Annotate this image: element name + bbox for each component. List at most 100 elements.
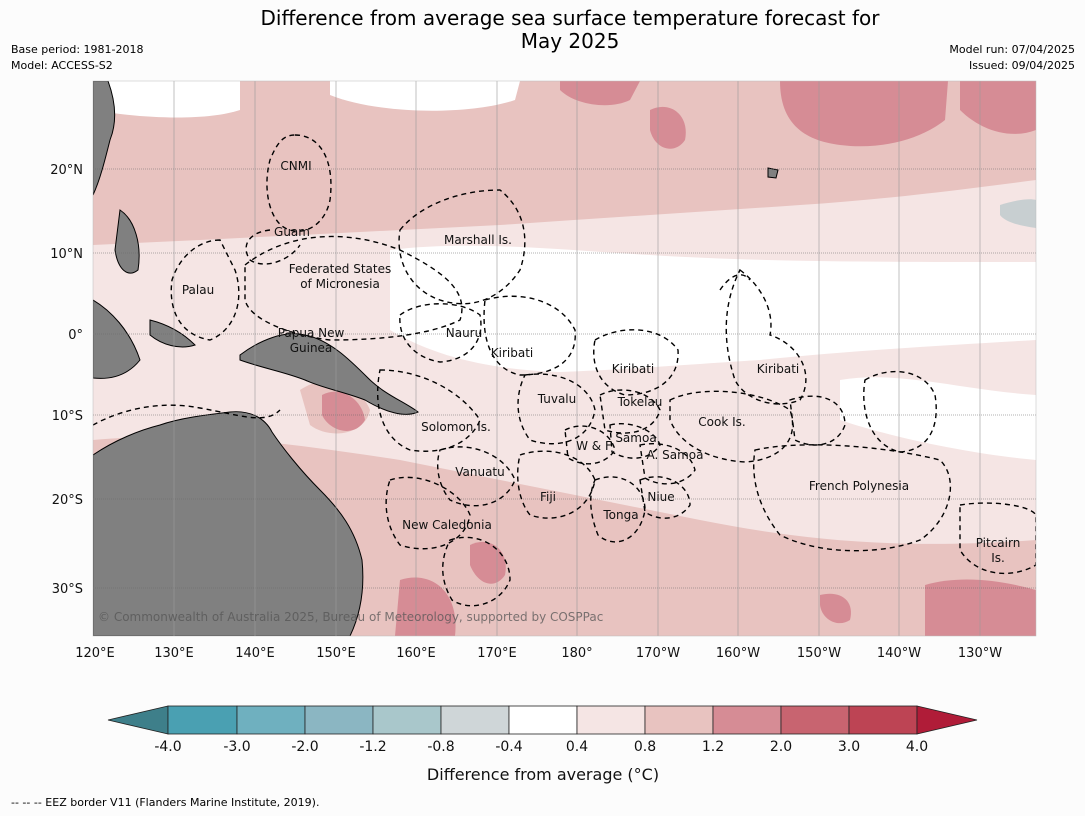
colorbar-arrow-right bbox=[916, 705, 978, 735]
map-title: Difference from average sea surface temp… bbox=[200, 7, 940, 53]
anomaly-north-hot-2 bbox=[960, 81, 1036, 134]
eez-marshall bbox=[398, 189, 526, 305]
eez-new-caledonia bbox=[385, 476, 471, 550]
lon-120e: 120°E bbox=[75, 646, 115, 661]
label-tokelau: Tokelau bbox=[617, 395, 663, 409]
philippines-landmass bbox=[93, 81, 116, 196]
map-area: © Commonwealth of Australia 2025, Bureau… bbox=[93, 81, 1036, 636]
label-fsm-1: Federated States bbox=[289, 262, 391, 276]
eez-niue bbox=[639, 476, 691, 519]
eez-american-samoa bbox=[639, 443, 696, 485]
eez-line-islands bbox=[719, 274, 751, 291]
title-line-1: Difference from average sea surface temp… bbox=[260, 6, 880, 30]
anomaly-north-hot-4 bbox=[560, 81, 640, 106]
lon-140e: 140°E bbox=[235, 646, 275, 661]
colorbar-arrow-left bbox=[107, 705, 169, 735]
eez-fiji bbox=[517, 450, 596, 519]
eez-wallis-futuna bbox=[564, 425, 616, 465]
label-cnmi: CNMI bbox=[280, 159, 311, 173]
label-kiribati-west: Kiribati bbox=[491, 346, 533, 360]
label-kiribati-central: Kiribati bbox=[612, 362, 654, 376]
anomaly-north-hot-1 bbox=[780, 81, 948, 147]
lon-130e: 130°E bbox=[154, 646, 194, 661]
lat-20n: 20°N bbox=[50, 163, 83, 178]
label-solomon: Solomon Is. bbox=[421, 420, 491, 434]
model-run: Model run: 07/04/2025 bbox=[949, 43, 1075, 56]
eez-borders bbox=[93, 134, 1036, 607]
label-samoa: Samoa bbox=[615, 431, 656, 445]
neutral-east bbox=[840, 377, 1036, 460]
label-tuvalu: Tuvalu bbox=[537, 392, 577, 406]
colorbar-swatch bbox=[780, 705, 850, 735]
lat-10s: 10°S bbox=[52, 409, 83, 424]
title-line-2: May 2025 bbox=[520, 29, 620, 53]
colorbar-tick: -3.0 bbox=[223, 739, 250, 755]
label-cook: Cook Is. bbox=[698, 415, 745, 429]
colorbar-tick: 2.0 bbox=[770, 739, 792, 755]
anomaly-south-hot-small bbox=[820, 593, 851, 624]
eez-kiribati-east bbox=[725, 268, 807, 405]
eez-legend-footer: -- -- -- EEZ border V11 (Flanders Marine… bbox=[11, 796, 320, 809]
meta-left: Base period: 1981-2018 Model: ACCESS-S2 bbox=[11, 42, 143, 74]
label-french-polynesia: French Polynesia bbox=[809, 479, 909, 493]
anomaly-north-hot-3 bbox=[650, 106, 686, 149]
colorbar-swatch bbox=[576, 705, 646, 735]
neutral-northwest bbox=[93, 81, 240, 118]
eez-solomon bbox=[376, 369, 481, 452]
meta-right: Model run: 07/04/2025 Issued: 09/04/2025 bbox=[949, 42, 1075, 74]
neutral-equatorial-tongue bbox=[390, 245, 1036, 372]
eez-tonga bbox=[590, 476, 646, 543]
label-kiribati-east: Kiribati bbox=[757, 362, 799, 376]
label-png-1: Papua New bbox=[278, 326, 345, 340]
lat-10n: 10°N bbox=[50, 247, 83, 262]
lon-150w: 150°W bbox=[797, 646, 841, 661]
eez-nauru bbox=[399, 303, 482, 363]
eez-kiribati-west bbox=[483, 295, 576, 376]
lon-170w: 170°W bbox=[636, 646, 680, 661]
eez-french-polynesia bbox=[753, 444, 952, 552]
colorbar-swatch bbox=[848, 705, 918, 735]
latitude-labels: 20°N 10°N 0° 10°S 20°S 30°S bbox=[50, 163, 83, 597]
colorbar-tick: 0.8 bbox=[634, 739, 656, 755]
longitude-labels: 120°E 130°E 140°E 150°E 160°E 170°E 180°… bbox=[75, 646, 1002, 661]
eez-fsm bbox=[244, 235, 463, 341]
lon-140w: 140°W bbox=[877, 646, 921, 661]
meridians bbox=[173, 81, 981, 636]
eez-samoa bbox=[609, 423, 661, 459]
map-frame bbox=[92, 80, 1037, 637]
eez-tokelau bbox=[599, 389, 661, 434]
label-vanuatu: Vanuatu bbox=[455, 465, 505, 479]
label-pitcairn-2: Is. bbox=[991, 551, 1005, 565]
colorbar-swatch bbox=[644, 705, 714, 735]
colorbar-tick: 1.2 bbox=[702, 739, 724, 755]
colorbar-swatch bbox=[304, 705, 374, 735]
eez-guam bbox=[245, 229, 301, 265]
label-png-2: Guinea bbox=[290, 341, 333, 355]
colorbar-tick: -2.0 bbox=[291, 739, 318, 755]
eez-kiribati-central bbox=[593, 329, 679, 396]
colorbar-title: Difference from average (°C) bbox=[427, 765, 659, 784]
eez-pitcairn bbox=[959, 502, 1036, 575]
lat-0: 0° bbox=[68, 328, 83, 343]
colorbar-swatch bbox=[236, 705, 306, 735]
anomaly-tasman-hot-2 bbox=[395, 577, 456, 636]
label-niue: Niue bbox=[647, 490, 674, 504]
colorbar-swatch bbox=[712, 705, 782, 735]
eez-cook bbox=[669, 390, 794, 463]
colorbar-tick: 4.0 bbox=[906, 739, 928, 755]
label-wallis-futuna: W & F bbox=[576, 439, 612, 453]
label-fiji: Fiji bbox=[540, 490, 556, 504]
mindanao-landmass bbox=[114, 209, 140, 274]
neutral-north-central bbox=[330, 81, 520, 111]
colorbar: -4.0 -3.0 -2.0 -1.2 -0.8 -0.4 0.4 0.8 1.… bbox=[107, 705, 978, 784]
colorbar-tick: -0.4 bbox=[495, 739, 522, 755]
label-american-samoa: A. Samoa bbox=[647, 448, 704, 462]
colorbar-tick: 0.4 bbox=[566, 739, 588, 755]
label-nauru: Nauru bbox=[446, 326, 482, 340]
label-new-caledonia: New Caledonia bbox=[402, 518, 492, 532]
lon-180: 180° bbox=[561, 646, 592, 661]
lon-170e: 170°E bbox=[477, 646, 517, 661]
lon-160w: 160°W bbox=[716, 646, 760, 661]
lon-130w: 130°W bbox=[958, 646, 1002, 661]
